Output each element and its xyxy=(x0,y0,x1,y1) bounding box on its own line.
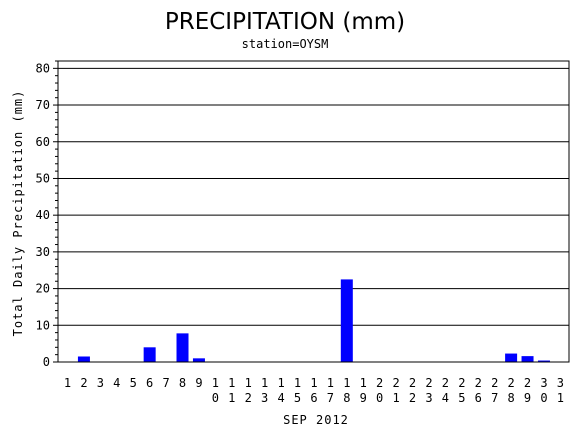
x-tick-label: 2 xyxy=(245,391,252,405)
x-tick-label: 4 xyxy=(113,376,120,390)
plot-border xyxy=(57,60,570,363)
x-tick-label: 5 xyxy=(130,376,137,390)
x-tick-label: 3 xyxy=(425,391,432,405)
y-tick-label: 60 xyxy=(36,135,50,149)
x-tick-label: 1 xyxy=(261,376,268,390)
bars xyxy=(77,279,550,362)
y-tick-label: 30 xyxy=(36,245,50,259)
x-tick-label: 7 xyxy=(162,376,169,390)
x-tick-label: 2 xyxy=(491,376,498,390)
x-tick-label: 1 xyxy=(228,391,235,405)
x-tick-label: 1 xyxy=(277,376,284,390)
x-tick-label: 1 xyxy=(245,376,252,390)
x-tick-label: 0 xyxy=(376,391,383,405)
x-tick-label: 9 xyxy=(360,391,367,405)
x-tick-label: 3 xyxy=(540,376,547,390)
bar-day-2 xyxy=(77,356,90,362)
x-tick-label: 2 xyxy=(524,376,531,390)
x-tick-label: 2 xyxy=(392,376,399,390)
y-tick-label: 50 xyxy=(36,171,50,185)
x-tick-label: 2 xyxy=(376,376,383,390)
x-tick-label: 2 xyxy=(409,376,416,390)
x-tick-label: 1 xyxy=(294,376,301,390)
x-tick-label: 9 xyxy=(195,376,202,390)
x-tick-label: 7 xyxy=(327,391,334,405)
x-tick-label: 0 xyxy=(540,391,547,405)
y-tick-label: 70 xyxy=(36,98,50,112)
y-tick-label: 20 xyxy=(36,282,50,296)
x-tick-label: 2 xyxy=(80,376,87,390)
bar-day-30 xyxy=(537,360,550,362)
x-tick-label: 2 xyxy=(458,376,465,390)
bar-day-8 xyxy=(176,333,189,362)
x-tick-label: 2 xyxy=(507,376,514,390)
x-tick-label: 1 xyxy=(343,376,350,390)
chart-subtitle: station=OYSM xyxy=(242,37,329,51)
y-tick-label: 10 xyxy=(36,318,50,332)
x-axis-ticks: 1 2 3 4 5 6 7 8 9 1011121314151617181920212223242… xyxy=(64,376,564,405)
x-tick-label: 7 xyxy=(491,391,498,405)
x-axis-label: SEP 2012 xyxy=(283,413,349,427)
y-tick-label: 80 xyxy=(36,61,50,75)
bar-day-18 xyxy=(340,279,353,362)
x-tick-label: 4 xyxy=(277,391,284,405)
bar-day-9 xyxy=(192,358,205,362)
y-axis-ticks: 0 10 20 30 40 50 60 70 80 xyxy=(36,60,58,369)
plot-frame xyxy=(57,60,570,363)
x-tick-label: 2 xyxy=(442,376,449,390)
x-tick-label: 9 xyxy=(524,391,531,405)
x-tick-label: 1 xyxy=(228,376,235,390)
x-tick-label: 8 xyxy=(343,391,350,405)
bar-day-28 xyxy=(505,353,518,362)
x-tick-label: 1 xyxy=(310,376,317,390)
x-tick-label: 2 xyxy=(425,376,432,390)
x-tick-label: 8 xyxy=(507,391,514,405)
x-tick-label: 1 xyxy=(327,376,334,390)
x-tick-label: 2 xyxy=(409,391,416,405)
x-tick-label: 4 xyxy=(442,391,449,405)
y-axis-label: Total Daily Precipitation (mm) xyxy=(11,90,25,337)
x-tick-label: 1 xyxy=(557,391,564,405)
x-tick-label: 8 xyxy=(179,376,186,390)
x-tick-label: 0 xyxy=(212,391,219,405)
x-tick-label: 6 xyxy=(475,391,482,405)
bar-day-6 xyxy=(143,347,156,362)
bar-day-29 xyxy=(521,356,534,362)
x-tick-label: 6 xyxy=(146,376,153,390)
x-tick-label: 6 xyxy=(310,391,317,405)
x-tick-label: 5 xyxy=(294,391,301,405)
x-tick-label: 2 xyxy=(475,376,482,390)
x-tick-label: 3 xyxy=(557,376,564,390)
x-tick-label: 1 xyxy=(212,376,219,390)
y-tick-label: 40 xyxy=(36,208,50,222)
x-tick-label: 1 xyxy=(360,376,367,390)
x-tick-label: 5 xyxy=(458,391,465,405)
chart-title: PRECIPITATION (mm) xyxy=(165,9,405,35)
x-tick-label: 1 xyxy=(392,391,399,405)
x-tick-label: 1 xyxy=(64,376,71,390)
x-tick-label: 3 xyxy=(97,376,104,390)
x-tick-label: 3 xyxy=(261,391,268,405)
gridlines xyxy=(58,67,569,326)
y-tick-label: 0 xyxy=(43,355,50,369)
